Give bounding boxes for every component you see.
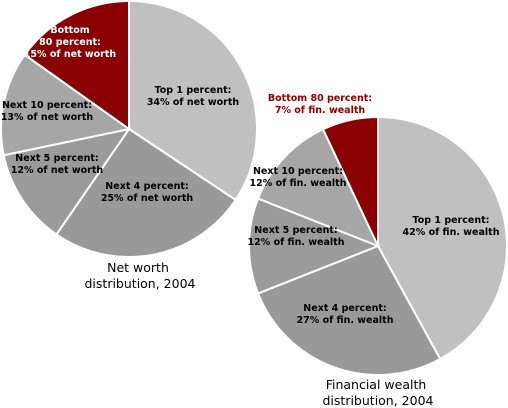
slice-label-next-5-percent: Next 5 percent: 12% of fin. wealth xyxy=(248,225,345,248)
slice-label-line: 42% of fin. wealth xyxy=(403,227,500,238)
slice-label-line: Next 5 percent: xyxy=(254,225,337,236)
slice-label-line: 25% of net worth xyxy=(101,193,194,204)
slice-label-line: 13% of net worth xyxy=(1,112,94,123)
pie-slice-next-4-percent xyxy=(55,127,237,258)
slice-label-line: Next 10 percent: xyxy=(2,100,92,111)
slice-label-line: 12% of net worth xyxy=(11,165,104,176)
pie-slice-next-5-percent xyxy=(2,127,132,236)
slice-label-bottom-80-percent: Bottom 80 percent: 7% of fin. wealth xyxy=(268,93,372,116)
slice-label-next-5-percent: Next 5 percent: 12% of net worth xyxy=(11,153,104,176)
financial-wealth-title-line1: Financial wealth xyxy=(326,377,427,392)
pie-slice-next-10-percent xyxy=(256,127,380,248)
slice-label-line: Next 5 percent: xyxy=(15,153,98,164)
slice-label-line: 15% of net worth xyxy=(24,49,117,60)
slice-label-line: Next 10 percent: xyxy=(253,166,343,177)
slice-label-line: 27% of fin. wealth xyxy=(297,315,394,326)
slice-label-line: Top 1 percent: xyxy=(413,215,490,226)
net-worth-title-line2: distribution, 2004 xyxy=(85,276,196,291)
pie-slice-top-1-percent xyxy=(377,115,508,361)
slice-label-line: 12% of fin. wealth xyxy=(250,178,347,189)
net-worth-title-line1: Net worth xyxy=(107,260,169,275)
pie-slice-next-4-percent xyxy=(256,244,442,376)
net-worth-pie: Top 1 percent: 34% of net worth Next 4 per… xyxy=(0,0,258,258)
slice-label-line: Bottom 80 percent: xyxy=(268,93,372,104)
slice-label-line: 12% of fin. wealth xyxy=(248,237,345,248)
slice-label-line: 7% of fin. wealth xyxy=(275,105,366,116)
slice-label-next-4-percent: Next 4 percent: 25% of net worth xyxy=(101,181,194,204)
financial-wealth-title: Financial wealth distribution, 2004 xyxy=(323,377,434,408)
pie-slice-next-5-percent xyxy=(248,197,381,295)
financial-wealth-pie: Top 1 percent: 42% of fin. wealth Next 4 p… xyxy=(248,93,508,376)
slice-label-line: Next 4 percent: xyxy=(303,303,386,314)
slice-label-top-1-percent: Top 1 percent: 34% of net worth xyxy=(147,85,240,108)
slice-label-line: 34% of net worth xyxy=(147,97,240,108)
pie-slice-bottom-80-percent xyxy=(23,0,130,131)
slice-label-bottom-80-percent: Bottom 80 percent: 15% of net worth xyxy=(24,25,117,60)
slice-label-next-10-percent: Next 10 percent: 12% of fin. wealth xyxy=(250,166,347,189)
slice-label-top-1-percent: Top 1 percent: 42% of fin. wealth xyxy=(403,215,500,238)
slice-label-next-4-percent: Next 4 percent: 27% of fin. wealth xyxy=(297,303,394,326)
slice-label-line: Top 1 percent: xyxy=(155,85,232,96)
pie-slice-bottom-80-percent xyxy=(321,115,379,247)
financial-wealth-title-line2: distribution, 2004 xyxy=(323,393,434,408)
slice-label-next-10-percent: Next 10 percent: 13% of net worth xyxy=(1,100,94,123)
slice-label-line: 80 percent: xyxy=(39,37,101,48)
slice-label-line: Bottom xyxy=(50,25,89,36)
net-worth-title: Net worth distribution, 2004 xyxy=(85,260,196,291)
slice-label-line: Next 4 percent: xyxy=(105,181,188,192)
pie-slice-next-10-percent xyxy=(0,53,132,157)
